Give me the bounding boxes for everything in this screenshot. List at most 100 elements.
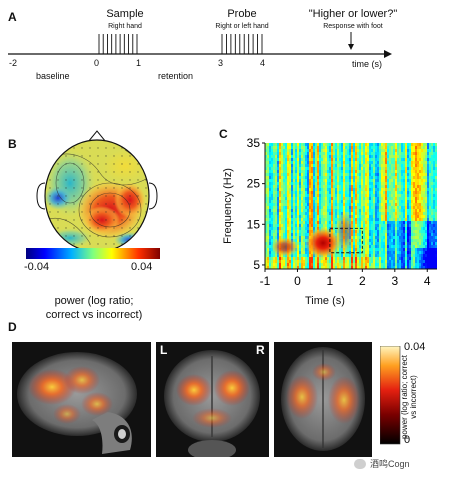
- tf-cell: [333, 149, 336, 153]
- tf-cell: [385, 215, 388, 219]
- tf-cell: [407, 206, 410, 210]
- tf-cell: [393, 257, 396, 261]
- tf-cell: [321, 206, 324, 210]
- tf-cell: [313, 263, 316, 267]
- tf-cell: [391, 161, 394, 165]
- tf-cell: [411, 221, 414, 225]
- tf-cell: [291, 230, 294, 234]
- tf-cell: [269, 218, 272, 222]
- tf-cell: [313, 179, 316, 183]
- tf-cell: [265, 188, 268, 192]
- tf-cell: [435, 206, 437, 210]
- tf-cell: [339, 209, 342, 213]
- tf-cell: [385, 260, 388, 264]
- tf-cell: [287, 191, 290, 195]
- tf-cell: [379, 248, 382, 252]
- tf-cell: [403, 146, 406, 150]
- tf-xtick-label: 1: [327, 274, 334, 288]
- tf-cell: [281, 179, 284, 183]
- tf-cell: [277, 263, 280, 267]
- tf-cell: [413, 155, 416, 159]
- tf-cell: [321, 155, 324, 159]
- tf-cell: [377, 257, 380, 261]
- tf-cell: [387, 161, 390, 165]
- tf-cell: [281, 188, 284, 192]
- tick-label-minus2: -2: [9, 58, 18, 68]
- tf-cell: [293, 227, 296, 231]
- tf-cell: [293, 143, 296, 147]
- tf-cell: [403, 143, 406, 147]
- tf-cell: [407, 182, 410, 186]
- topo-colorbar-max: 0.04: [131, 261, 153, 273]
- tf-cell: [435, 251, 437, 255]
- tf-cell: [273, 230, 276, 234]
- tf-cell: [407, 230, 410, 234]
- tf-cell: [313, 200, 316, 204]
- tf-cell: [391, 191, 394, 195]
- tf-cell: [385, 191, 388, 195]
- tf-cell: [413, 152, 416, 156]
- tf-cell: [357, 227, 360, 231]
- tf-cell: [423, 158, 426, 162]
- tf-cell: [311, 179, 314, 183]
- tf-cell: [413, 176, 416, 180]
- tf-cell: [405, 248, 408, 252]
- tf-cell: [407, 257, 410, 261]
- tf-cell: [357, 254, 360, 258]
- tf-cell: [379, 206, 382, 210]
- tf-cell: [413, 173, 416, 177]
- tf-cell: [277, 260, 280, 264]
- tf-cell: [367, 191, 370, 195]
- tf-cell: [345, 170, 348, 174]
- tf-cell: [425, 245, 428, 249]
- tf-cell: [349, 143, 352, 147]
- tf-cell: [331, 260, 334, 264]
- tf-cell: [431, 170, 434, 174]
- tf-cell: [349, 176, 352, 180]
- tf-cell: [297, 236, 300, 240]
- tf-cell: [435, 218, 437, 222]
- tf-cell: [417, 260, 420, 264]
- tf-cell: [389, 263, 392, 267]
- tf-cell: [347, 149, 350, 153]
- tf-cell: [353, 194, 356, 198]
- tf-cell: [431, 152, 434, 156]
- tf-cell: [357, 194, 360, 198]
- tf-cell: [407, 158, 410, 162]
- tf-cell: [397, 149, 400, 153]
- tf-cell: [321, 149, 324, 153]
- tf-cell: [407, 194, 410, 198]
- tf-cell: [355, 242, 358, 246]
- tf-cell: [379, 221, 382, 225]
- tf-cell: [411, 263, 414, 267]
- mri-coronal: [156, 342, 269, 457]
- tf-cell: [399, 173, 402, 177]
- tf-cell: [427, 233, 430, 237]
- tf-cell: [395, 263, 398, 267]
- tf-cell: [275, 221, 278, 225]
- tf-cell: [431, 233, 434, 237]
- tf-cell: [345, 185, 348, 189]
- tf-cell: [353, 143, 356, 147]
- tf-cell: [431, 239, 434, 243]
- tf-cell: [431, 266, 434, 269]
- tick-label-4: 4: [260, 58, 266, 68]
- tf-cell: [307, 173, 310, 177]
- tf-cell: [335, 266, 338, 269]
- tf-cell: [335, 176, 338, 180]
- tf-cell: [371, 239, 374, 243]
- tf-cell: [433, 212, 436, 216]
- tf-cell: [383, 155, 386, 159]
- tf-cell: [355, 221, 358, 225]
- tf-cell: [305, 194, 308, 198]
- tf-cell: [331, 212, 334, 216]
- tf-cell: [413, 254, 416, 258]
- tf-cell: [355, 158, 358, 162]
- tf-cell: [359, 203, 362, 207]
- tf-cell: [427, 215, 430, 219]
- tf-cell: [425, 233, 428, 237]
- tf-cell: [273, 191, 276, 195]
- tf-cell: [299, 158, 302, 162]
- tf-cell: [415, 194, 418, 198]
- tf-cell: [419, 167, 422, 171]
